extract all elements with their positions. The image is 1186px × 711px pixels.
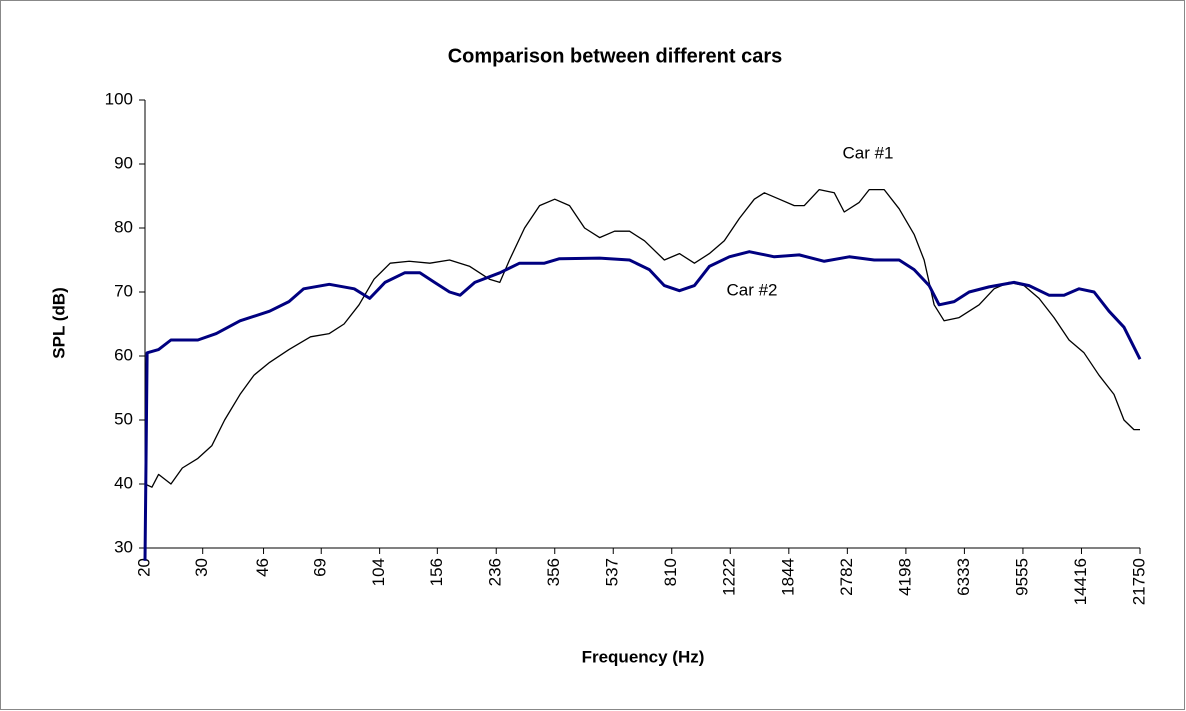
series-annotation: Car #2 (726, 280, 777, 299)
series-line (143, 250, 1142, 561)
x-axis-label: Frequency (Hz) (582, 647, 705, 666)
x-tick-label: 810 (661, 558, 680, 586)
y-tick-label: 60 (114, 345, 133, 364)
x-tick-label: 46 (253, 558, 272, 577)
x-tick-label: 156 (427, 558, 446, 586)
y-tick-label: 80 (114, 217, 133, 236)
x-tick-label: 2782 (837, 558, 856, 596)
x-tick-label: 1844 (778, 558, 797, 596)
y-axis-label: SPL (dB) (49, 287, 68, 358)
x-tick-label: 104 (369, 558, 388, 586)
x-tick-label: 14416 (1071, 558, 1090, 605)
y-tick-label: 90 (114, 153, 133, 172)
y-tick-label: 100 (105, 89, 133, 108)
x-tick-label: 236 (486, 558, 505, 586)
y-tick-label: 40 (114, 473, 133, 492)
x-tick-label: 69 (311, 558, 330, 577)
x-tick-label: 356 (544, 558, 563, 586)
x-tick-label: 30 (192, 558, 211, 577)
x-tick-label: 9555 (1012, 558, 1031, 596)
y-tick-label: 70 (114, 281, 133, 300)
x-tick-label: 21750 (1129, 558, 1148, 605)
x-tick-label: 537 (603, 558, 622, 586)
x-tick-label: 20 (134, 558, 153, 577)
x-tick-label: 4198 (895, 558, 914, 596)
series-annotation: Car #1 (842, 143, 893, 162)
y-tick-label: 30 (114, 537, 133, 556)
chart-title: Comparison between different cars (448, 45, 783, 67)
x-tick-label: 1222 (720, 558, 739, 596)
series-line (144, 188, 1140, 488)
y-tick-label: 50 (114, 409, 133, 428)
x-tick-label: 6333 (954, 558, 973, 596)
